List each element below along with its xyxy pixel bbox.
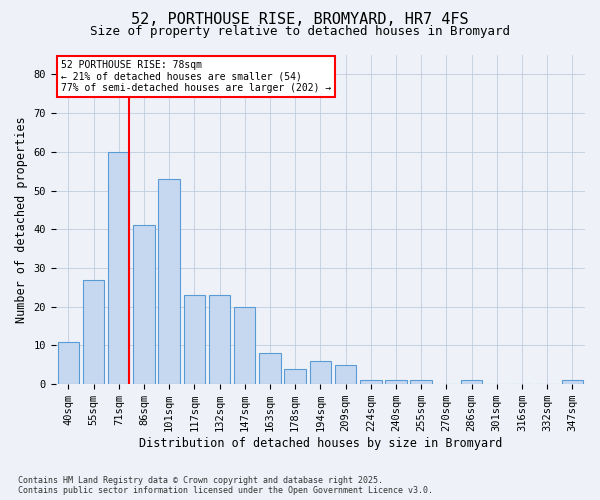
- Bar: [234, 307, 256, 384]
- Bar: [284, 368, 306, 384]
- Bar: [310, 361, 331, 384]
- Bar: [360, 380, 382, 384]
- Bar: [133, 226, 155, 384]
- Text: 52, PORTHOUSE RISE, BROMYARD, HR7 4FS: 52, PORTHOUSE RISE, BROMYARD, HR7 4FS: [131, 12, 469, 28]
- Bar: [562, 380, 583, 384]
- Text: Contains HM Land Registry data © Crown copyright and database right 2025.
Contai: Contains HM Land Registry data © Crown c…: [18, 476, 433, 495]
- Bar: [259, 353, 281, 384]
- Bar: [158, 179, 180, 384]
- Text: 52 PORTHOUSE RISE: 78sqm
← 21% of detached houses are smaller (54)
77% of semi-d: 52 PORTHOUSE RISE: 78sqm ← 21% of detach…: [61, 60, 331, 93]
- Bar: [184, 295, 205, 384]
- Bar: [58, 342, 79, 384]
- Bar: [335, 365, 356, 384]
- Bar: [461, 380, 482, 384]
- Bar: [385, 380, 407, 384]
- Text: Size of property relative to detached houses in Bromyard: Size of property relative to detached ho…: [90, 25, 510, 38]
- Bar: [410, 380, 432, 384]
- X-axis label: Distribution of detached houses by size in Bromyard: Distribution of detached houses by size …: [139, 437, 502, 450]
- Bar: [209, 295, 230, 384]
- Bar: [108, 152, 130, 384]
- Y-axis label: Number of detached properties: Number of detached properties: [15, 116, 28, 323]
- Bar: [83, 280, 104, 384]
